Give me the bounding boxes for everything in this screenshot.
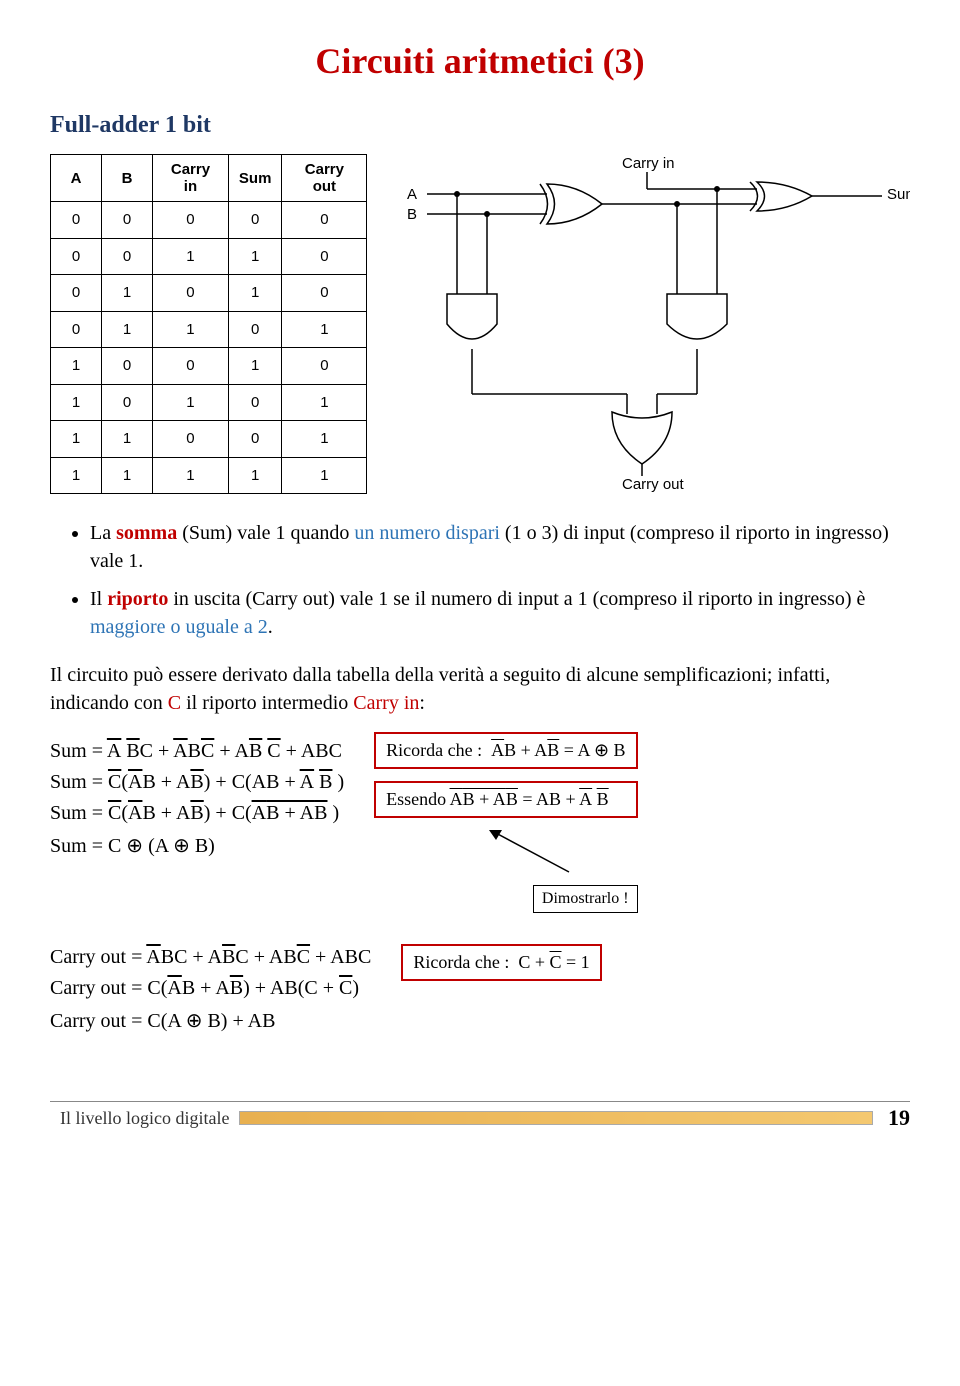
sum-eq-3: Sum = C(AB + AB) + C(AB + AB ) bbox=[50, 802, 344, 825]
table-cell: 0 bbox=[51, 238, 102, 275]
table-cell: 0 bbox=[282, 275, 367, 312]
truth-table: ABCarry inSumCarry out 00000001100101001… bbox=[50, 154, 367, 494]
a-label: A bbox=[407, 186, 417, 203]
ricorda-box-2: Ricorda che : C + C = 1 bbox=[401, 944, 601, 981]
table-cell: 1 bbox=[282, 421, 367, 458]
arrow-icon bbox=[374, 830, 594, 885]
table-row: 10010 bbox=[51, 348, 367, 385]
table-cell: 1 bbox=[51, 457, 102, 494]
carry-equations: Carry out = ABC + ABC + ABC + ABC Carry … bbox=[50, 938, 371, 1041]
page-title: Circuiti aritmetici (3) bbox=[50, 40, 910, 82]
table-cell: 1 bbox=[228, 348, 282, 385]
table-cell: 1 bbox=[153, 238, 229, 275]
table-cell: 0 bbox=[102, 238, 153, 275]
carry-equation-section: Carry out = ABC + ABC + ABC + ABC Carry … bbox=[50, 938, 910, 1041]
table-cell: 0 bbox=[228, 202, 282, 239]
table-cell: 0 bbox=[51, 311, 102, 348]
derivation-paragraph: Il circuito può essere derivato dalla ta… bbox=[50, 661, 910, 717]
full-adder-circuit: Carry in A B Sum Carry out bbox=[397, 154, 910, 494]
top-row: ABCarry inSumCarry out 00000001100101001… bbox=[50, 154, 910, 494]
section-subtitle: Full-adder 1 bit bbox=[50, 112, 910, 139]
table-row: 00110 bbox=[51, 238, 367, 275]
sum-hint-boxes: Ricorda che : AB + AB = A ⊕ B Essendo AB… bbox=[374, 732, 637, 913]
table-cell: 0 bbox=[282, 348, 367, 385]
table-cell: 0 bbox=[51, 275, 102, 312]
carry-eq-3: Carry out = C(A ⊕ B) + AB bbox=[50, 1008, 371, 1033]
table-row: 01101 bbox=[51, 311, 367, 348]
table-cell: 1 bbox=[282, 384, 367, 421]
table-cell: 0 bbox=[282, 202, 367, 239]
table-cell: 1 bbox=[228, 238, 282, 275]
table-cell: 1 bbox=[51, 421, 102, 458]
ricorda-box-1: Ricorda che : AB + AB = A ⊕ B bbox=[374, 732, 637, 769]
table-cell: 1 bbox=[153, 311, 229, 348]
table-header: B bbox=[102, 155, 153, 202]
table-cell: 1 bbox=[51, 348, 102, 385]
table-header: A bbox=[51, 155, 102, 202]
table-cell: 0 bbox=[153, 421, 229, 458]
table-cell: 1 bbox=[228, 457, 282, 494]
table-cell: 0 bbox=[282, 238, 367, 275]
sum-label: Sum bbox=[887, 186, 910, 203]
table-cell: 1 bbox=[102, 275, 153, 312]
table-header: Sum bbox=[228, 155, 282, 202]
table-row: 00000 bbox=[51, 202, 367, 239]
table-cell: 0 bbox=[102, 202, 153, 239]
carry-eq-1: Carry out = ABC + ABC + ABC + ABC bbox=[50, 946, 371, 969]
sum-equations: Sum = A BC + ABC + AB C + ABC Sum = C(AB… bbox=[50, 732, 344, 866]
table-cell: 1 bbox=[51, 384, 102, 421]
table-cell: 0 bbox=[102, 384, 153, 421]
table-header: Carry in bbox=[153, 155, 229, 202]
table-cell: 1 bbox=[102, 421, 153, 458]
table-cell: 1 bbox=[228, 275, 282, 312]
carry-in-label: Carry in bbox=[622, 155, 675, 172]
table-cell: 0 bbox=[228, 384, 282, 421]
table-cell: 1 bbox=[153, 457, 229, 494]
table-cell: 0 bbox=[102, 348, 153, 385]
carry-eq-2: Carry out = C(AB + AB) + AB(C + C) bbox=[50, 977, 371, 1000]
bullet-list: La somma (Sum) vale 1 quando un numero d… bbox=[50, 519, 910, 641]
table-cell: 1 bbox=[282, 311, 367, 348]
table-cell: 0 bbox=[153, 348, 229, 385]
page-footer: Il livello logico digitale 19 bbox=[50, 1101, 910, 1131]
footer-text: Il livello logico digitale bbox=[50, 1108, 239, 1129]
sum-equation-section: Sum = A BC + ABC + AB C + ABC Sum = C(AB… bbox=[50, 732, 910, 913]
essendo-box: Essendo AB + AB = AB + A B bbox=[374, 781, 637, 818]
table-cell: 0 bbox=[51, 202, 102, 239]
carry-out-label: Carry out bbox=[622, 476, 685, 493]
sum-eq-4: Sum = C ⊕ (A ⊕ B) bbox=[50, 833, 344, 858]
sum-eq-1: Sum = A BC + ABC + AB C + ABC bbox=[50, 740, 344, 763]
table-header: Carry out bbox=[282, 155, 367, 202]
table-cell: 1 bbox=[282, 457, 367, 494]
carry-hint-box: Ricorda che : C + C = 1 bbox=[401, 938, 601, 993]
sum-eq-2: Sum = C(AB + AB) + C(AB + A B ) bbox=[50, 771, 344, 794]
table-cell: 0 bbox=[153, 202, 229, 239]
footer-bar bbox=[239, 1111, 873, 1125]
bullet-2: Il riporto in uscita (Carry out) vale 1 … bbox=[90, 585, 910, 641]
table-row: 11001 bbox=[51, 421, 367, 458]
table-cell: 1 bbox=[102, 457, 153, 494]
table-cell: 0 bbox=[153, 275, 229, 312]
table-cell: 0 bbox=[228, 421, 282, 458]
table-cell: 0 bbox=[228, 311, 282, 348]
table-row: 11111 bbox=[51, 457, 367, 494]
table-row: 01010 bbox=[51, 275, 367, 312]
dimostrarlo-box: Dimostrarlo ! bbox=[533, 885, 638, 913]
page-number: 19 bbox=[873, 1105, 910, 1131]
table-row: 10101 bbox=[51, 384, 367, 421]
bullet-1: La somma (Sum) vale 1 quando un numero d… bbox=[90, 519, 910, 575]
table-cell: 1 bbox=[102, 311, 153, 348]
b-label: B bbox=[407, 206, 417, 223]
table-cell: 1 bbox=[153, 384, 229, 421]
